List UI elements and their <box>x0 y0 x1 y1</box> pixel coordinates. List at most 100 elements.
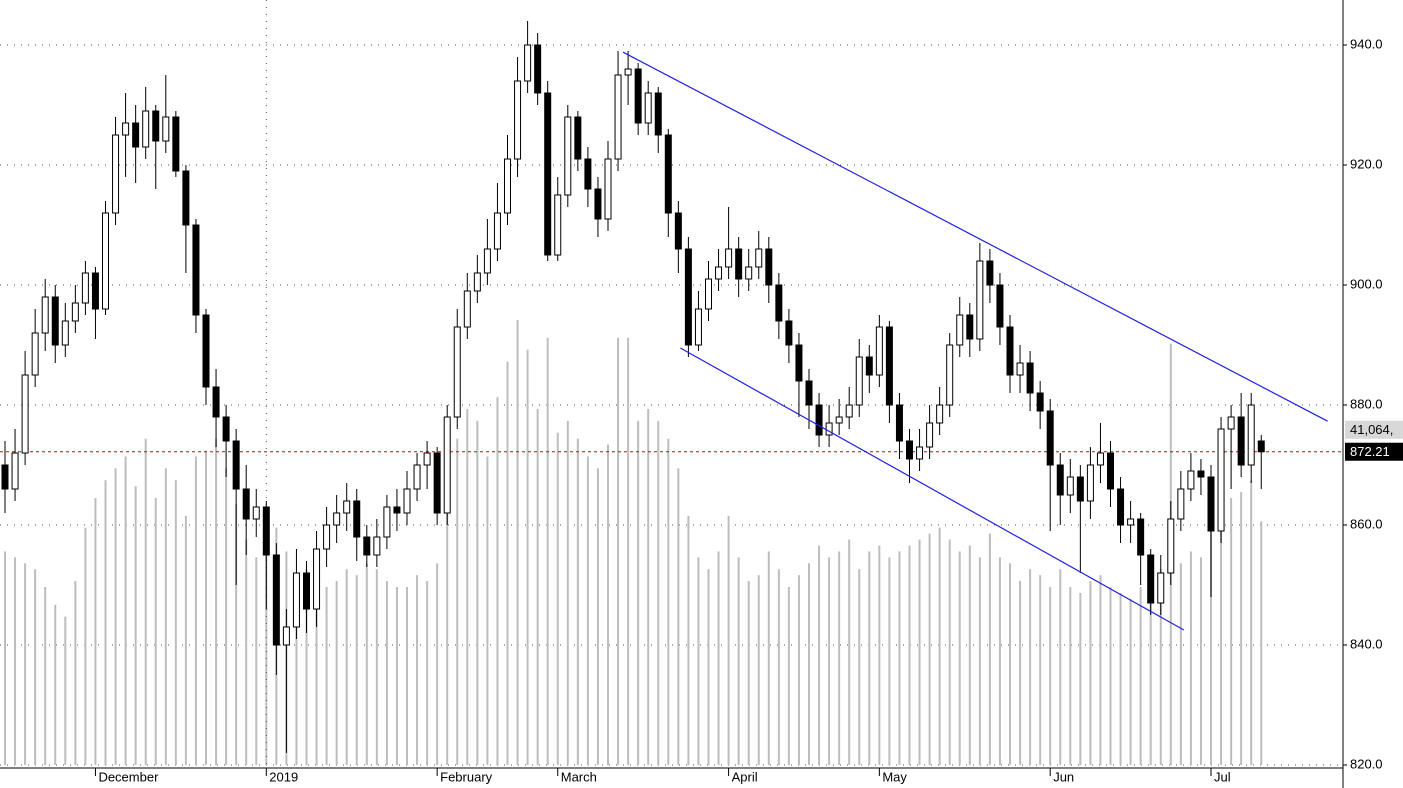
candle-body <box>514 80 522 160</box>
candle-body <box>956 314 964 346</box>
candle-body <box>81 272 89 304</box>
candle-body <box>1257 440 1265 453</box>
volume-bar <box>1089 581 1092 765</box>
y-tick-label: 940.0 <box>1350 36 1383 51</box>
volume-bar <box>687 515 690 765</box>
candle-body <box>192 224 200 316</box>
volume-bar <box>667 438 670 765</box>
candle-body <box>1197 470 1205 478</box>
candle-body <box>795 344 803 382</box>
candle-body <box>51 296 59 346</box>
candle-body <box>1217 428 1225 532</box>
x-tick-label: April <box>732 769 758 784</box>
volume-bar <box>918 539 921 765</box>
candle-body <box>21 374 29 454</box>
candle-body <box>1016 362 1024 376</box>
volume-bar <box>245 539 248 765</box>
candle-body <box>745 266 753 280</box>
volume-bar <box>1220 503 1223 765</box>
volume-bar <box>395 587 398 765</box>
candle-body <box>1187 470 1195 490</box>
candle-body <box>1066 476 1074 496</box>
volume-bar <box>14 557 17 765</box>
volume-bar <box>335 581 338 765</box>
candle-body <box>1117 488 1125 526</box>
volume-bar <box>385 581 388 765</box>
volume-bar <box>456 438 459 765</box>
volume-bar <box>978 557 981 765</box>
candle-body <box>614 74 622 160</box>
volume-bar <box>1109 587 1112 765</box>
y-tick-label: 900.0 <box>1350 276 1383 291</box>
volume-bar <box>737 557 740 765</box>
candle-body <box>936 404 944 424</box>
candle-body <box>71 302 79 322</box>
x-tick-label: May <box>882 769 907 784</box>
volume-bar <box>1059 569 1062 765</box>
candle-body <box>765 248 773 286</box>
volume-label-box <box>1345 420 1403 439</box>
candle-body <box>333 512 341 526</box>
volume-bar <box>64 616 67 765</box>
y-tick-label: 920.0 <box>1350 156 1383 171</box>
volume-bar <box>627 337 630 765</box>
volume-bar <box>496 397 499 765</box>
candle-body <box>504 158 511 214</box>
candle-body <box>212 386 220 418</box>
volume-bar <box>948 539 951 765</box>
volume-bar <box>436 563 439 765</box>
volume-bar <box>94 498 97 765</box>
volume-bar <box>355 575 358 765</box>
candle-body <box>725 248 733 268</box>
x-tick-label: December <box>98 769 159 784</box>
volume-bar <box>1210 515 1212 765</box>
candle-body <box>403 488 411 514</box>
volume-bar <box>868 551 871 765</box>
candle-body <box>624 68 632 76</box>
volume-bar <box>1019 581 1022 765</box>
volume-bar <box>476 420 479 765</box>
candle-body <box>664 134 672 214</box>
y-tick-label: 880.0 <box>1350 396 1383 411</box>
candle-body <box>996 284 1004 328</box>
candle-body <box>152 110 160 142</box>
volume-bar <box>607 444 609 765</box>
candle-body <box>644 92 652 124</box>
candle-body <box>172 116 180 172</box>
volume-bar <box>848 539 851 765</box>
candle-body <box>182 170 190 226</box>
volume-bar <box>44 587 47 765</box>
candle-body <box>483 248 491 274</box>
candle-body <box>564 116 572 196</box>
x-tick-label: 2019 <box>269 769 298 784</box>
candle-body <box>1 464 9 490</box>
volume-bar <box>255 557 258 765</box>
volume-bar <box>1159 569 1162 765</box>
volume-bar <box>968 545 971 765</box>
candle-body <box>232 440 240 490</box>
candle-body <box>353 500 361 538</box>
candle-body <box>785 320 793 346</box>
volume-bar <box>747 581 750 765</box>
candle-body <box>132 122 140 148</box>
candle-body <box>393 506 401 514</box>
candle-body <box>343 500 351 514</box>
volume-bar <box>416 575 419 765</box>
candle-body <box>1006 326 1014 376</box>
volume-bar <box>486 456 489 765</box>
candle-body <box>805 380 813 406</box>
volume-bar <box>898 551 901 765</box>
candle-body <box>1086 464 1094 502</box>
volume-bar <box>1250 480 1253 765</box>
volume-bar <box>566 420 569 765</box>
candle-body <box>694 308 702 346</box>
volume-bar <box>938 527 941 765</box>
volume-bar <box>958 551 961 765</box>
candle-body <box>91 272 99 310</box>
candle-body <box>112 134 120 214</box>
candle-body <box>825 422 833 436</box>
volume-bar <box>1149 575 1152 765</box>
volume-bar <box>808 563 810 765</box>
candle-body <box>292 572 300 628</box>
